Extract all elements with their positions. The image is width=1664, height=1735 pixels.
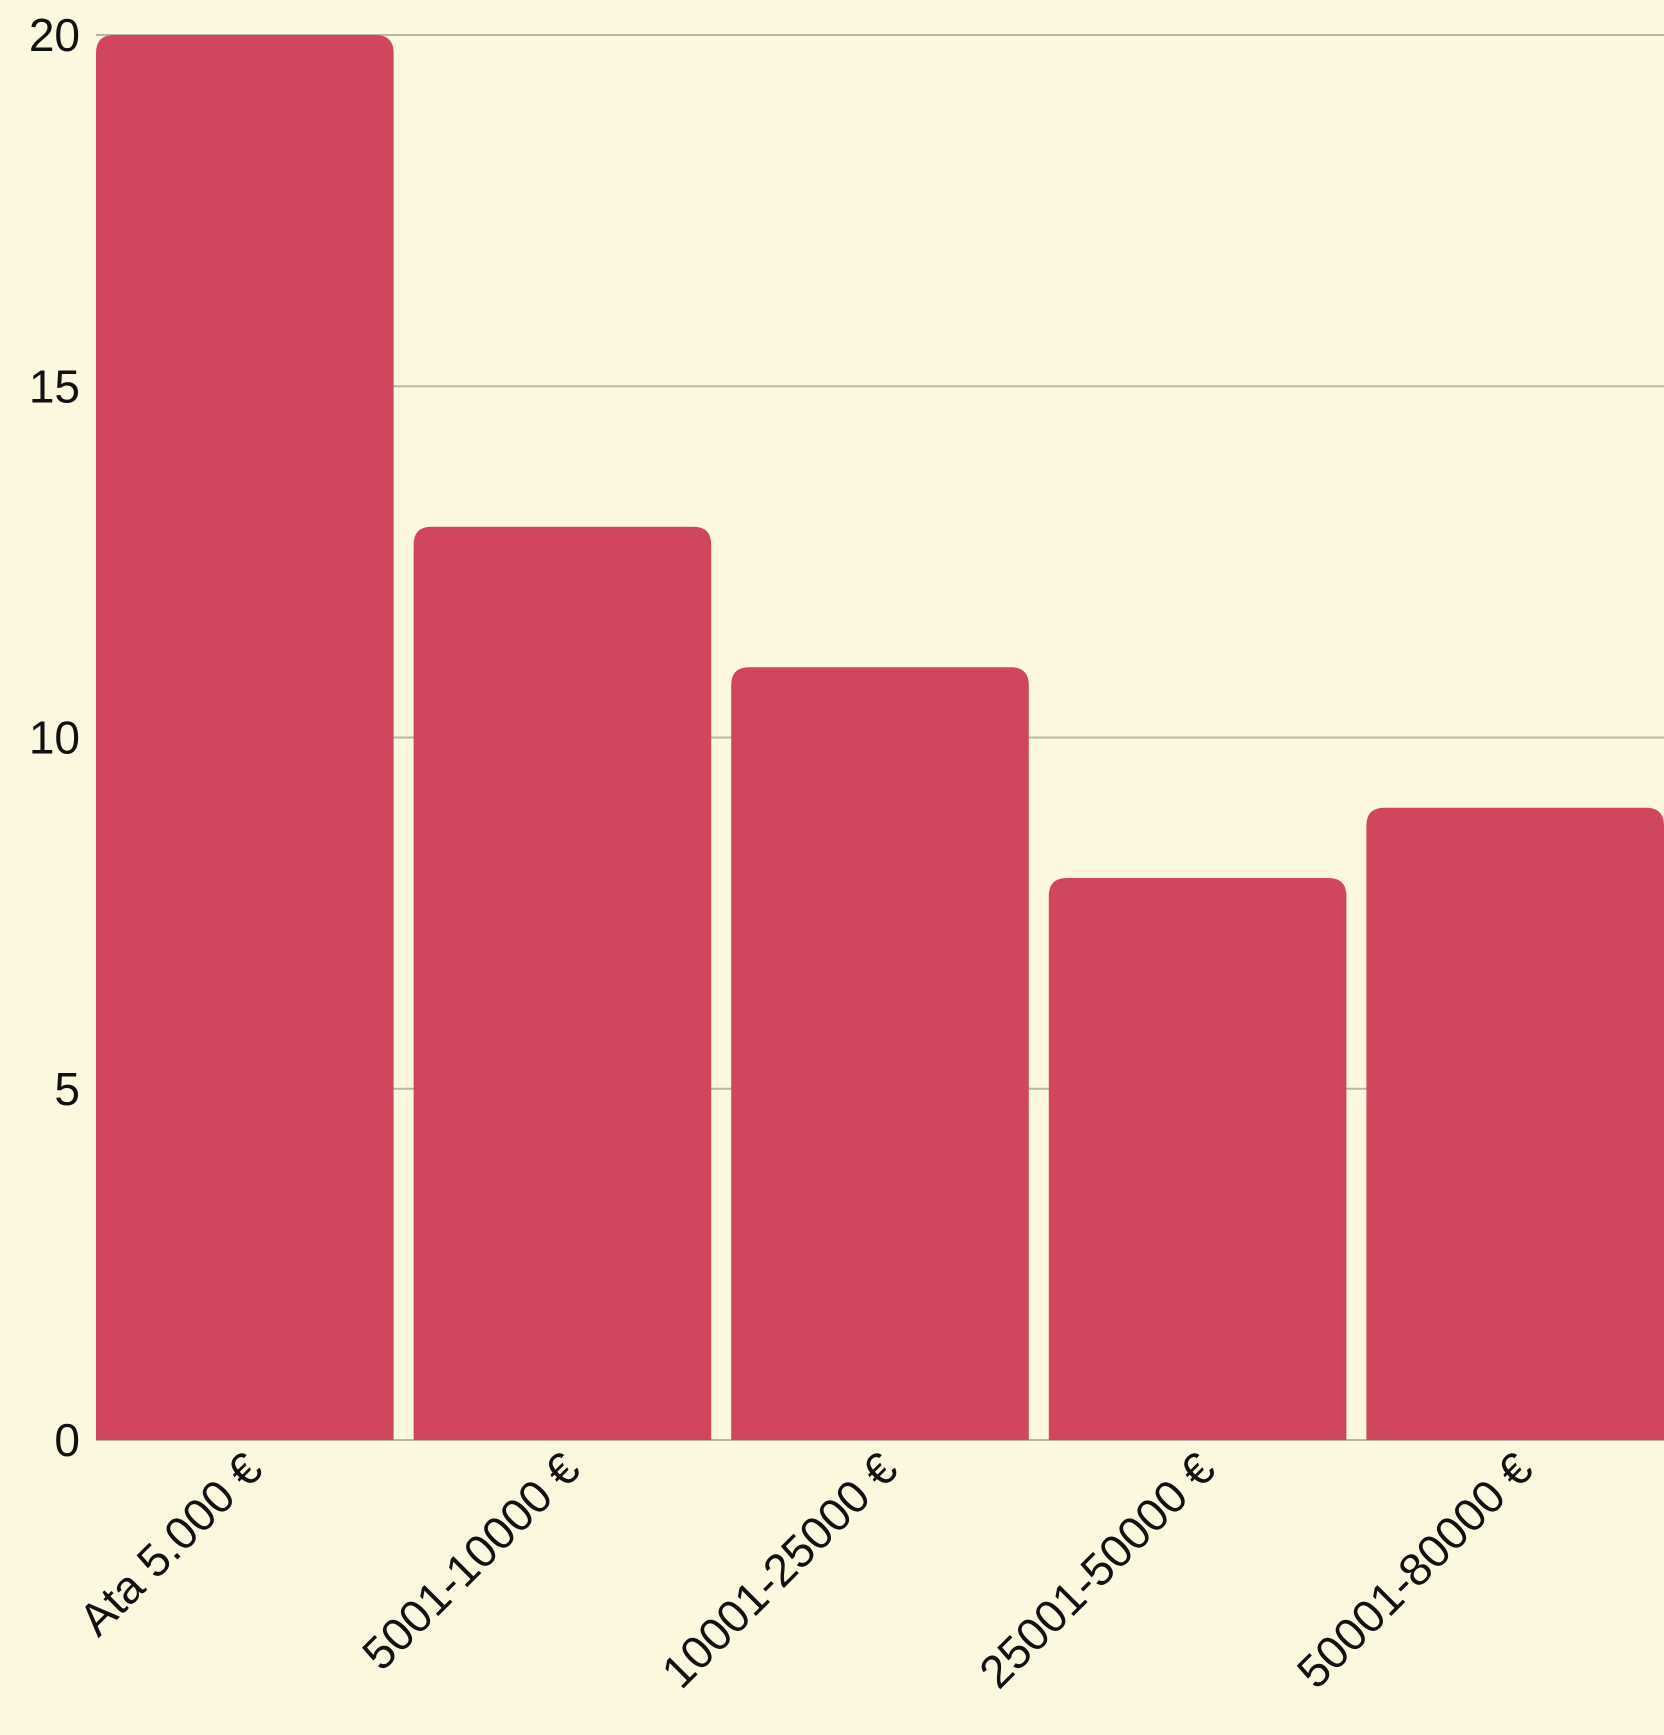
x-tick-label: Ata 5.000 € — [69, 1442, 272, 1645]
x-axis-tick-labels: Ata 5.000 € 5001-10000 € 10001-25000 €2500… — [69, 1442, 1543, 1698]
x-tick-label: 10001-25000 € — [651, 1442, 907, 1698]
y-tick-label: 10 — [29, 712, 80, 764]
x-tick-label: 25001-50000 € — [969, 1442, 1225, 1698]
x-tick-label: 5001-10000 € — [352, 1442, 590, 1680]
bar-1 — [96, 35, 394, 1440]
bar-2 — [413, 526, 712, 1440]
bar-4 — [1048, 878, 1347, 1440]
x-tick-label: 50001-80000 € — [1287, 1442, 1543, 1698]
bars — [96, 35, 1664, 1440]
y-axis-tick-labels: 0 5 10 15 20 — [29, 9, 80, 1466]
y-tick-label: 20 — [29, 9, 80, 61]
y-tick-label: 15 — [29, 360, 80, 412]
y-tick-label: 5 — [54, 1063, 80, 1115]
bar-3 — [731, 667, 1029, 1440]
y-tick-label: 0 — [54, 1414, 80, 1466]
bar-5 — [1366, 807, 1664, 1440]
